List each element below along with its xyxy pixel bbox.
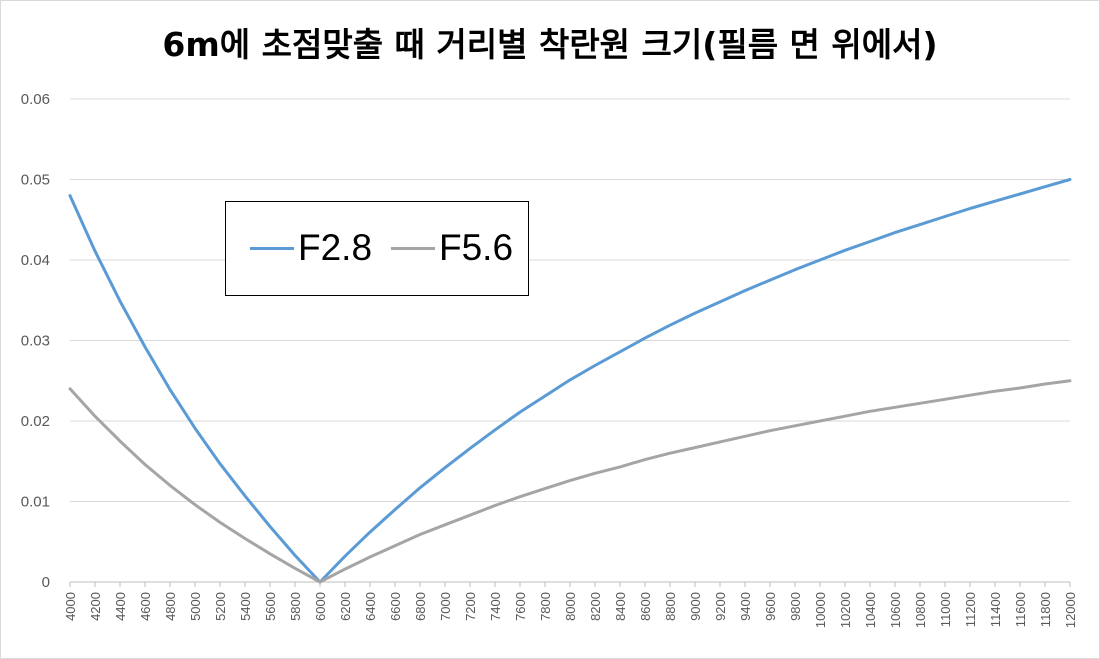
x-tick-label: 11600 [1013,592,1028,627]
x-tick-label: 4000 [63,592,78,621]
x-tick-label: 6800 [413,592,428,621]
x-tick-label: 5200 [213,592,228,621]
x-tick-label: 9000 [688,592,703,621]
y-tick-label: 0.02 [21,413,50,430]
x-tick-label: 7600 [513,592,528,621]
legend-item-f2-8: F2.8 [250,227,373,268]
x-tick-label: 11200 [963,592,978,627]
x-tick-label: 11000 [938,592,953,627]
legend-swatch-f5-6 [391,246,435,250]
chart-title: 6m에 초점맞출 때 거리별 착란원 크기(필름 면 위에서) [162,25,938,64]
x-tick-label: 8600 [638,592,653,621]
y-tick-label: 0.05 [21,172,50,189]
series-line-f2-8 [68,178,1072,584]
y-tick-label: 0 [42,574,50,591]
x-tick-label: 4800 [163,592,178,621]
x-tick-label: 7400 [488,592,503,621]
x-tick-label: 9200 [713,592,728,621]
x-tick-label: 8400 [613,592,628,621]
x-tick-label: 4200 [88,592,103,621]
x-tick-label: 4400 [113,592,128,621]
legend: F2.8 F5.6 [225,201,529,296]
x-tick-label: 7200 [463,592,478,621]
x-tick-label: 7800 [538,592,553,621]
x-tick-label: 10200 [838,592,853,628]
x-tick-label: 5600 [263,592,278,621]
x-tick-label: 5400 [238,592,253,621]
legend-label-f5-6: F5.6 [439,227,514,268]
y-tick-label: 0.06 [21,91,50,108]
x-tick-label: 5000 [188,592,203,621]
x-tick-label: 11400 [988,592,1003,627]
x-tick-label: 6600 [388,592,403,621]
y-tick-label: 0.03 [21,333,50,350]
x-tick-label: 10600 [888,592,903,628]
x-tick-label: 6200 [338,592,353,621]
x-tick-label: 6400 [363,592,378,621]
x-tick-label: 9800 [788,592,803,621]
x-tick-label: 10000 [813,592,828,628]
series-line-f5-6 [68,379,1072,584]
legend-item-f5-6: F5.6 [391,227,514,268]
legend-label-f2-8: F2.8 [298,227,373,268]
x-tick-label: 7000 [438,592,453,621]
x-tick-label: 8800 [663,592,678,621]
y-tick-label: 0.04 [21,252,50,269]
x-tick-label: 8000 [563,592,578,621]
x-tick-label: 5800 [288,592,303,621]
x-tick-label: 6000 [313,592,328,621]
x-tick-label: 10400 [863,592,878,628]
legend-swatch-f2-8 [250,246,294,250]
x-tick-label: 8200 [588,592,603,621]
x-tick-label: 9400 [738,592,753,621]
x-tick-label: 4600 [138,592,153,621]
x-tick-label: 10800 [913,592,928,628]
x-tick-label: 9600 [763,592,778,621]
y-tick-label: 0.01 [21,494,50,511]
x-tick-label: 11800 [1038,592,1053,627]
x-tick-label: 12000 [1063,592,1078,628]
